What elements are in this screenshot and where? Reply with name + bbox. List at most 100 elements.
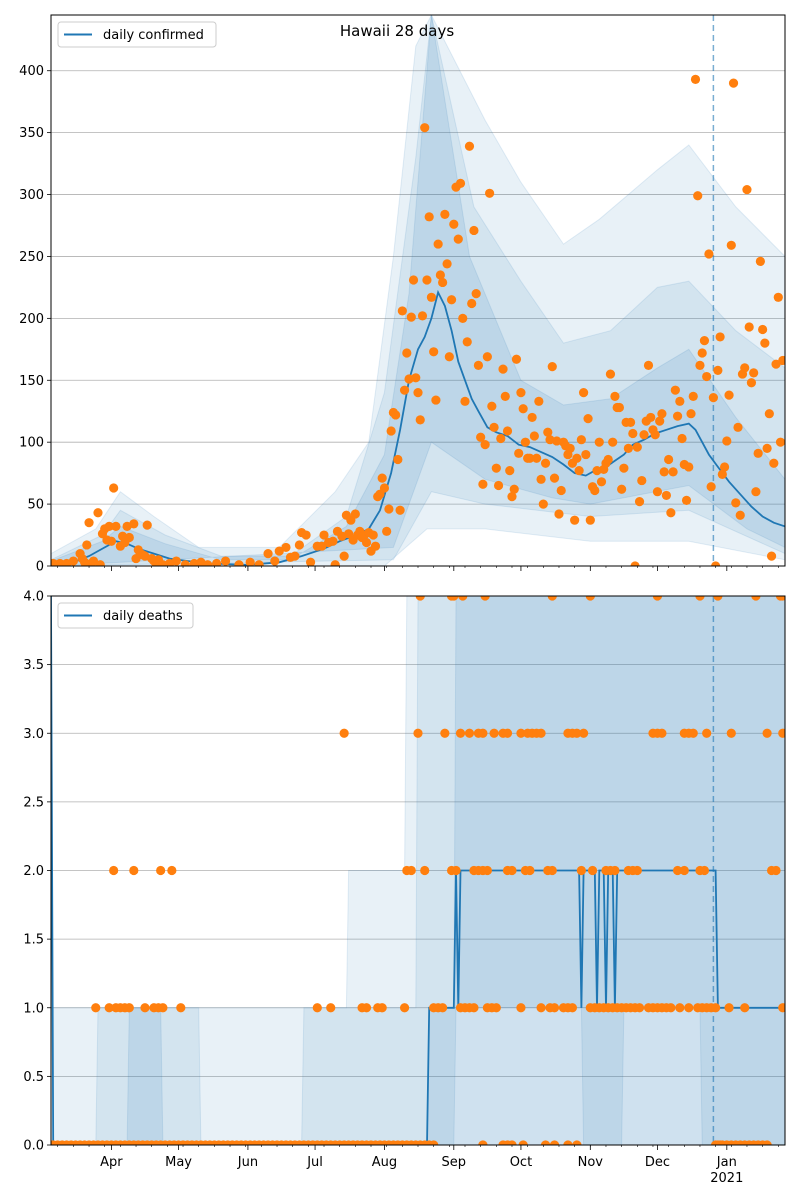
observed-point	[775, 437, 785, 447]
observed-point	[370, 541, 381, 551]
observed-point	[576, 435, 586, 445]
observed-point	[339, 728, 349, 738]
observed-point	[111, 521, 121, 531]
observed-point	[455, 178, 466, 188]
observed-point	[646, 412, 656, 423]
observed-point	[724, 1003, 734, 1013]
observed-point	[778, 1003, 785, 1013]
observed-point	[661, 490, 671, 501]
observed-point	[755, 256, 765, 267]
plot-area	[51, 15, 785, 566]
legend-box	[57, 602, 194, 629]
observed-point	[438, 1003, 448, 1013]
observed-point	[281, 542, 291, 553]
observed-point	[446, 295, 457, 305]
observed-point	[675, 396, 685, 406]
observed-point	[570, 515, 580, 525]
observed-point	[753, 448, 763, 458]
observed-point	[749, 368, 759, 378]
observed-point	[473, 360, 484, 371]
observed-point	[713, 365, 723, 375]
observed-point	[527, 412, 537, 423]
observed-point	[393, 454, 403, 465]
observed-point	[397, 306, 407, 316]
observed-point	[305, 557, 316, 566]
observed-point	[657, 728, 667, 738]
y-tick-label: 2.5	[23, 795, 44, 810]
observed-point	[771, 865, 781, 876]
observed-point	[469, 225, 479, 236]
observed-point	[464, 141, 475, 151]
observed-point	[449, 596, 459, 601]
observed-point	[245, 557, 255, 566]
uncertainty-band	[51, 15, 785, 566]
observed-point	[93, 508, 103, 518]
observed-point	[189, 558, 199, 566]
observed-point	[408, 275, 419, 285]
observed-point	[684, 1003, 694, 1013]
observed-point	[751, 596, 761, 601]
y-tick-label: 350	[19, 126, 44, 141]
observed-point	[433, 239, 443, 249]
y-tick-label: 0	[36, 560, 44, 575]
observed-point	[82, 540, 92, 550]
observed-point	[724, 390, 734, 400]
observed-point	[681, 495, 692, 505]
observed-point	[608, 437, 618, 447]
observed-point	[708, 393, 718, 403]
observed-point	[706, 482, 716, 492]
observed-point	[549, 1003, 560, 1013]
observed-point	[567, 1003, 578, 1013]
observed-point	[109, 483, 119, 493]
observed-point	[511, 354, 522, 364]
observed-point	[610, 391, 620, 401]
observed-point	[699, 336, 710, 346]
observed-point	[688, 728, 698, 738]
observed-point	[610, 865, 620, 876]
observed-point	[657, 409, 667, 419]
y-tick-label: 4.0	[23, 590, 44, 605]
observed-point	[458, 313, 468, 323]
observed-point	[180, 560, 190, 566]
observed-point	[699, 865, 710, 876]
observed-point	[563, 1140, 573, 1145]
observed-point	[203, 560, 213, 566]
observed-point	[467, 298, 477, 309]
observed-point	[587, 865, 598, 876]
observed-point	[109, 865, 119, 876]
observed-point	[478, 479, 488, 489]
observed-point	[690, 74, 701, 84]
observed-point	[581, 449, 591, 460]
observed-point	[442, 259, 452, 269]
observed-point	[766, 551, 777, 561]
observed-point	[91, 1003, 101, 1013]
observed-point	[625, 417, 636, 427]
observed-point	[496, 433, 506, 444]
observed-point	[500, 391, 510, 401]
observed-point	[630, 561, 640, 566]
observed-point	[140, 1003, 150, 1013]
y-tick-label: 2.0	[23, 864, 44, 879]
observed-point	[129, 865, 139, 876]
observed-point	[453, 234, 463, 244]
x-tick-label: Jun	[237, 1155, 258, 1170]
observed-point	[614, 402, 625, 413]
observed-point	[444, 352, 454, 362]
observed-point	[429, 347, 439, 357]
observed-point	[670, 385, 680, 395]
observed-point	[540, 458, 551, 468]
observed-point	[220, 556, 231, 566]
observed-point	[129, 519, 139, 529]
observed-point	[740, 363, 750, 373]
observed-point	[623, 443, 633, 453]
observed-point	[413, 728, 423, 738]
observed-point	[274, 546, 284, 556]
observed-point	[679, 865, 689, 876]
observed-point	[520, 437, 531, 447]
observed-point	[464, 728, 475, 738]
observed-point	[167, 865, 177, 876]
observed-point	[491, 463, 501, 473]
observed-point	[263, 549, 273, 559]
x-tick-label: Nov	[578, 1155, 604, 1170]
